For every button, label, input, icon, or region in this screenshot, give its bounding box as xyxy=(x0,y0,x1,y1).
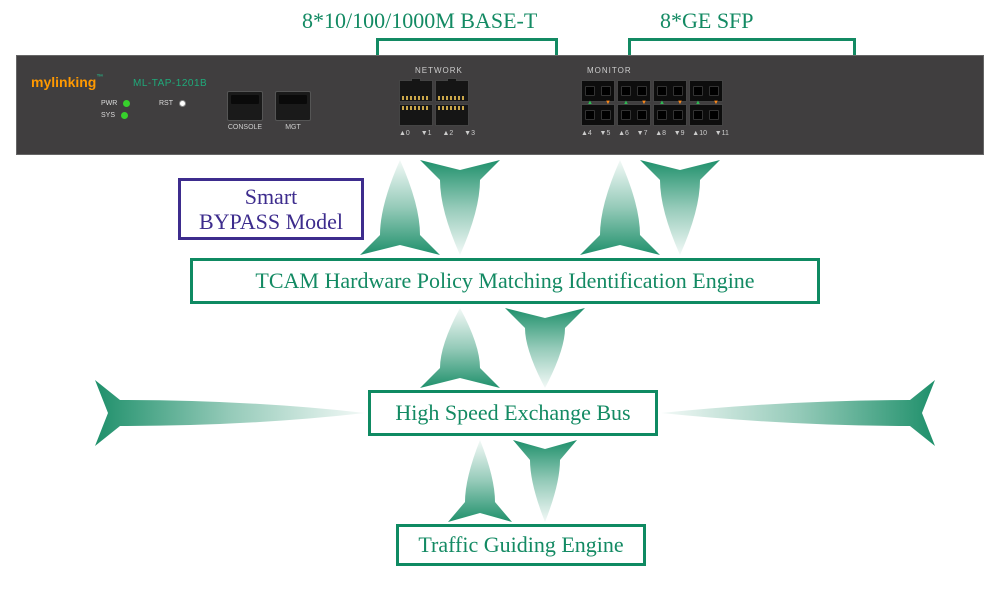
console-label: CONSOLE xyxy=(225,124,265,131)
device-chassis: mylinking™ ML-TAP-1201B PWR SYS RST CONS… xyxy=(16,55,984,155)
box-tcam: TCAM Hardware Policy Matching Identifica… xyxy=(190,258,820,304)
mgt-label: MGT xyxy=(273,124,313,131)
sfp-group: ▲▼ ▲▼ ▲▼ ▲▼ xyxy=(581,80,731,130)
device-model: ML-TAP-1201B xyxy=(133,78,207,89)
monitor-section-label: MONITOR xyxy=(587,66,632,75)
led-pwr: PWR xyxy=(101,100,130,107)
mgt-port xyxy=(275,91,311,121)
box-bus: High Speed Exchange Bus xyxy=(368,390,658,436)
label-ge-sfp: 8*GE SFP xyxy=(660,8,754,34)
rj45-group xyxy=(399,80,479,130)
device-logo: mylinking™ xyxy=(31,74,103,90)
bracket-right xyxy=(628,38,856,41)
led-sys: SYS xyxy=(101,112,128,119)
sfp-labels: ▲4▼5 ▲6▼7 ▲8▼9 ▲10▼11 xyxy=(581,130,729,137)
rj45-labels: ▲0▼1▲2▼3 xyxy=(399,130,475,137)
bracket-left xyxy=(376,38,558,41)
box-traffic: Traffic Guiding Engine xyxy=(396,524,646,566)
box-bypass: Smart BYPASS Model xyxy=(178,178,364,240)
console-port xyxy=(227,91,263,121)
led-rst: RST xyxy=(159,100,186,107)
label-base-t: 8*10/100/1000M BASE-T xyxy=(302,8,537,34)
network-section-label: NETWORK xyxy=(415,66,463,75)
